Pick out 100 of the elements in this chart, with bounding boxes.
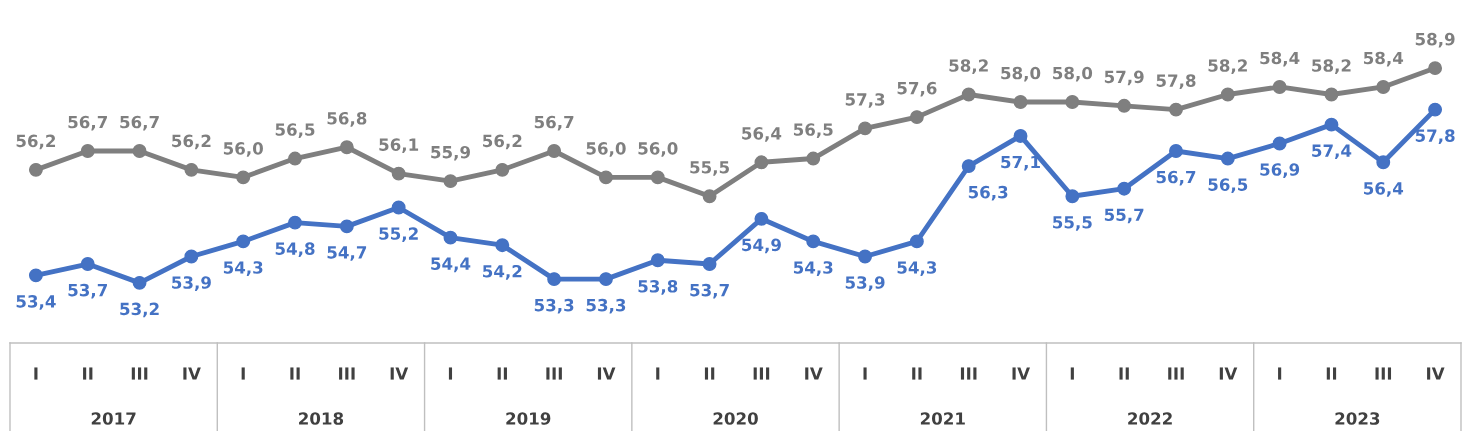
x-tick-label: III [1375,367,1392,380]
point [1169,144,1183,158]
data-label: 56,3 [968,185,1008,201]
data-label: 58,4 [1260,51,1300,67]
data-label: 55,5 [690,161,729,176]
data-label: 57,9 [1104,70,1144,86]
point [443,174,458,189]
point [1428,61,1443,76]
data-label: 56,9 [1260,163,1300,178]
x-tick-label: I [1278,367,1282,380]
data-label: 53,3 [586,298,626,314]
data-label: 54,7 [327,246,367,261]
point [1065,95,1080,109]
x-tick-label: III [546,367,562,380]
x-tick-label: II [497,367,507,380]
point [702,257,717,271]
point [909,234,924,249]
point [858,249,872,264]
point [28,162,43,177]
point [547,272,562,287]
data-label: 57,3 [845,93,885,108]
data-label: 53,3 [534,298,574,314]
x-tick-label: I [34,367,38,380]
point [806,234,821,249]
data-label: 53,7 [690,283,729,299]
data-label: 58,4 [1363,51,1404,67]
x-tick-label: IV [805,367,823,380]
data-label: 56,4 [1363,182,1404,197]
x-tick-label: II [290,367,300,380]
data-label: 56,2 [172,134,211,150]
x-tick-label: III [131,367,148,380]
data-label: 54,9 [742,238,781,254]
x-tick-label: II [83,367,93,380]
data-label: 56,1 [379,138,419,154]
data-label: 57,8 [1415,129,1455,145]
point [184,249,199,264]
point [391,166,406,181]
point [1376,155,1391,170]
text: 2020 [713,412,758,425]
point [650,170,665,185]
data-label: 55,9 [431,145,470,161]
data-label: 55,2 [379,227,418,242]
point [495,162,510,177]
point [599,272,613,287]
data-label: 58,2 [1208,59,1247,74]
data-label: 53,9 [172,276,211,291]
point [80,144,95,158]
x-tick-label: III [960,367,977,380]
text: 2019 [506,412,551,425]
x-tick-label: IV [183,367,201,380]
text: 2023 [1335,412,1380,425]
data-label: 53,2 [120,302,159,318]
data-label: 56,7 [68,115,107,131]
data-label: 53,4 [16,295,56,310]
point [754,211,769,226]
point [236,170,251,185]
text: 2017 [91,412,136,425]
x-tick-label: IV [1012,367,1030,380]
text: 2018 [299,412,344,425]
x-tick-label: II [704,367,715,380]
data-label: 56,7 [1156,170,1196,186]
point [236,234,251,249]
point [132,275,147,290]
point [1220,87,1235,102]
point [443,230,458,245]
data-label: 54,2 [483,264,522,280]
point [288,151,302,166]
x-tick-label: I [656,367,660,380]
x-tick-label: IV [597,367,616,380]
point [1272,80,1287,94]
data-label: 56,2 [16,134,56,150]
x-tick-label: IV [1219,367,1238,380]
point [1117,98,1132,113]
x-tick-label: II [1119,367,1129,380]
data-label: 56,5 [1208,178,1248,194]
data-label: 58,0 [1053,66,1093,82]
point [599,170,613,185]
data-label: 56,0 [586,142,626,157]
x-tick-label: II [1326,367,1337,380]
data-label: 53,8 [638,280,678,295]
data-label: 56,7 [120,115,159,131]
point [1324,117,1339,132]
data-label: 58,2 [949,59,988,74]
point [702,189,717,204]
point [495,238,510,253]
data-label: 58,0 [1001,66,1041,82]
point [909,110,924,125]
point [547,144,562,158]
point [80,257,95,271]
point [1324,87,1339,102]
point [288,215,302,230]
data-label: 57,6 [897,81,937,97]
point [184,162,199,177]
data-label: 54,4 [431,257,471,273]
data-label: 56,5 [793,123,833,138]
data-label: 55,5 [1053,216,1092,231]
data-label: 54,3 [223,261,263,276]
x-tick-label: I [241,367,245,380]
x-tick-label: I [1070,367,1074,380]
data-label: 56,0 [223,142,263,157]
